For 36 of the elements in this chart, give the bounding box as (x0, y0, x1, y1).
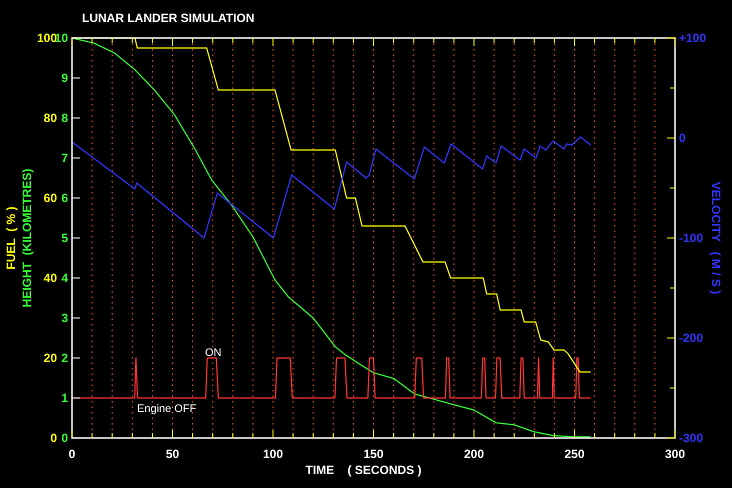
y-tick-label: 9 (61, 71, 68, 86)
y3-tick-label: 80 (44, 111, 58, 126)
y-tick-label: 10 (54, 31, 68, 46)
y-tick-label: 2 (61, 351, 68, 366)
x-tick-label: 100 (262, 447, 284, 461)
annotation: ON (205, 347, 222, 359)
y-tick-label: 6 (61, 191, 68, 206)
y2-tick-label: -100 (679, 231, 704, 246)
y3-tick-label: 0 (50, 431, 58, 446)
x-tick-label: 300 (664, 447, 686, 461)
y-tick-label: 8 (61, 111, 68, 126)
y2-tick-label: 0 (679, 131, 686, 146)
y-tick-label: 1 (61, 391, 68, 406)
y-axis-title: HEIGHT (KILOMETRES) (20, 168, 34, 308)
chart-title: LUNAR LANDER SIMULATION (82, 11, 254, 25)
annotation: Engine OFF (137, 403, 197, 415)
x-tick-label: 150 (363, 447, 384, 461)
y-tick-label: 7 (61, 151, 68, 166)
x-tick-label: 250 (564, 447, 585, 461)
y2-tick-label: -200 (679, 331, 704, 346)
y3-tick-label: 60 (44, 191, 58, 206)
y2-tick-label: -300 (679, 431, 704, 446)
y-tick-label: 4 (61, 271, 68, 286)
y2-axis-title: VELOCITY ( M / S ) (709, 182, 723, 294)
y3-tick-label: 40 (44, 271, 58, 286)
y3-tick-label: 20 (44, 351, 58, 366)
x-tick-label: 50 (166, 447, 180, 461)
y-tick-label: 5 (61, 231, 68, 246)
y-tick-label: 3 (61, 311, 68, 326)
y-tick-label: 0 (61, 431, 68, 446)
x-axis-title: TIME ( SECONDS ) (305, 463, 422, 477)
y3-axis-title: FUEL ( % ) (4, 206, 18, 270)
line-series (71, 136, 592, 239)
x-tick-label: 200 (464, 447, 484, 461)
y3-tick-label: 100 (36, 31, 58, 46)
y2-tick-label: +100 (679, 31, 706, 46)
